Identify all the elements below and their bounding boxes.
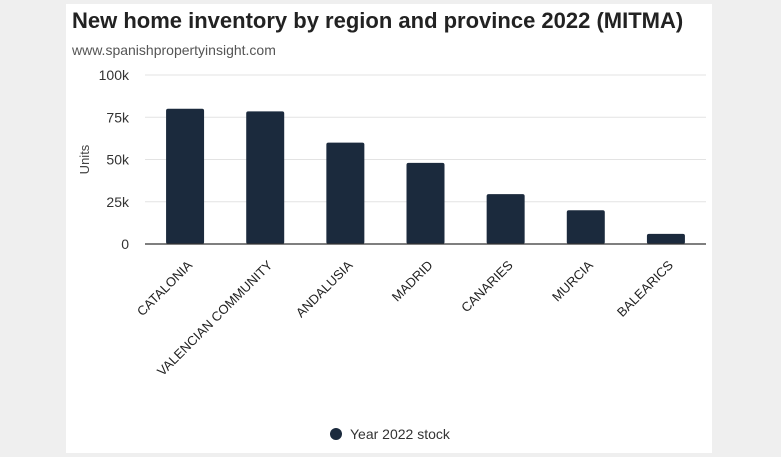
y-tick-label: 25k: [106, 194, 130, 210]
bar: [486, 194, 525, 244]
chart-legend: Year 2022 stock: [330, 426, 450, 442]
legend-label: Year 2022 stock: [350, 426, 450, 442]
x-tick-label: CATALONIA: [134, 257, 196, 319]
x-tick-label: BALEARICS: [614, 257, 676, 319]
x-tick-label: ANDALUSIA: [293, 257, 356, 320]
x-tick-label: CANARIES: [458, 257, 516, 315]
chart-title: New home inventory by region and provinc…: [72, 8, 684, 33]
bar: [566, 210, 605, 244]
chart-subtitle: www.spanishpropertyinsight.com: [72, 42, 276, 58]
y-axis-title: Units: [77, 144, 92, 174]
bar: [246, 111, 285, 245]
bar: [406, 162, 445, 244]
bar: [646, 233, 685, 244]
y-tick-label: 75k: [106, 109, 130, 125]
y-tick-label: 100k: [99, 67, 130, 83]
y-tick-label: 0: [121, 236, 129, 252]
x-tick-label: MADRID: [389, 258, 436, 305]
bar: [166, 108, 205, 244]
y-tick-label: 50k: [106, 152, 130, 168]
bar: [326, 142, 365, 244]
x-tick-label: MURCIA: [549, 257, 596, 304]
legend-swatch: [330, 428, 342, 440]
